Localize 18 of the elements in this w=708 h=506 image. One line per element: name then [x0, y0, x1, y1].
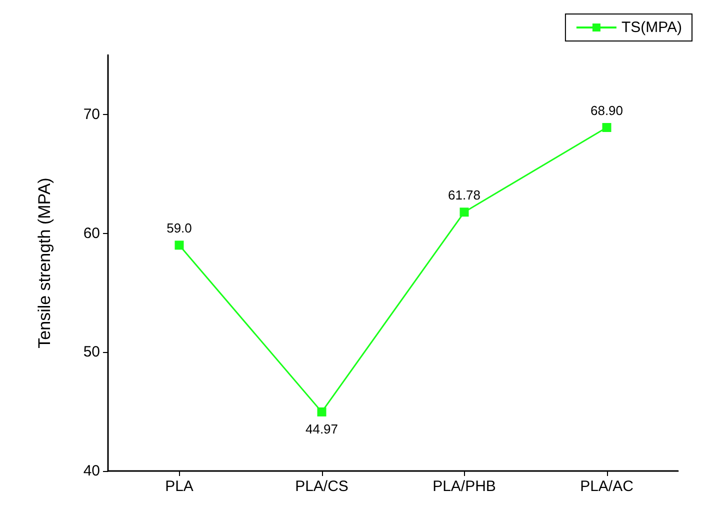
- point: [317, 407, 326, 416]
- y-tick-label: 50: [83, 344, 100, 361]
- x-tick-label: PLA: [165, 478, 194, 495]
- data-label: 61.78: [448, 188, 481, 203]
- data-label: 68.90: [590, 103, 624, 118]
- y-tick-label: 40: [83, 462, 100, 480]
- point: [174, 240, 184, 250]
- x-tick-label: PLA/PHB: [432, 478, 496, 495]
- x-tick-label: PLA/CS: [295, 478, 348, 495]
- y-tick-label: 60: [83, 224, 100, 242]
- point: [602, 123, 612, 132]
- x-tick-label: PLA/AC: [580, 478, 634, 495]
- legend-label: TS(MPA): [621, 19, 682, 36]
- y-axis-title: Tensile strength (MPA): [35, 178, 54, 348]
- data-label: 44.97: [305, 421, 338, 436]
- point: [460, 208, 469, 217]
- data-label: 59.0: [166, 220, 192, 236]
- y-tick-label: 70: [83, 106, 100, 123]
